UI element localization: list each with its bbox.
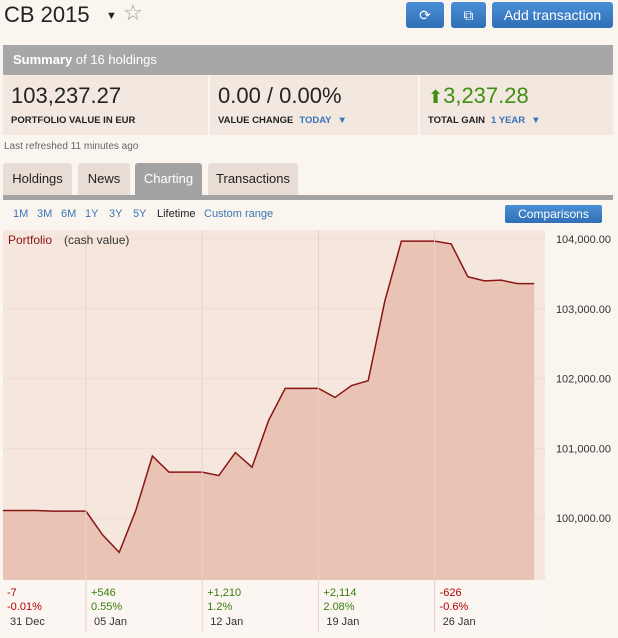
y-tick-label: 104,000.00 [556, 234, 611, 246]
stat-cell: 0.00 / 0.00% VALUE CHANGE TODAY ▼ [210, 75, 418, 135]
summary-text: of 16 holdings [75, 52, 157, 67]
range-link[interactable]: 5Y [133, 208, 147, 220]
stat-label: TOTAL GAIN 1 YEAR ▼ [428, 115, 541, 126]
chart: 100,000.00 101,000.00 102,000.00 103,000.00… [3, 230, 611, 632]
range-link[interactable]: 6M [61, 208, 77, 220]
period-change-percent: 1.2% [207, 601, 232, 613]
area [3, 241, 535, 580]
range-link[interactable]: 1Y [85, 208, 99, 220]
line [3, 240, 535, 554]
stat-value: 103,237.27 [11, 83, 122, 108]
stat-cell: 103,237.27 PORTFOLIO VALUE IN EUR [3, 75, 208, 135]
period-change: +2,114 [323, 587, 356, 599]
chart-title: Portfolio [8, 233, 52, 247]
stat-option[interactable]: 1 YEAR [491, 115, 526, 126]
range-link[interactable]: 1M [13, 208, 29, 220]
portfolio-title[interactable]: CB 2015 [4, 2, 90, 27]
refresh-button[interactable]: ⟳ [406, 2, 444, 28]
y-tick-label: 103,000.00 [556, 304, 611, 316]
comparisons-button[interactable]: Comparisons [505, 205, 602, 223]
stat-label-text: VALUE CHANGE [218, 115, 294, 126]
x-tick-label: 31 Dec [10, 616, 45, 628]
stat-cell: ⬆3,237.28 TOTAL GAIN 1 YEAR ▼ [420, 75, 613, 135]
range-link[interactable]: Custom range [204, 208, 274, 220]
summary-bar: Summary of 16 holdings [3, 45, 613, 75]
period-change-percent: 0.55% [91, 601, 122, 613]
star[interactable]: ☆ [123, 0, 143, 25]
up-arrow: ⬆ [428, 87, 444, 107]
period-change-percent: 2.08% [323, 601, 354, 613]
period-change: -7 [7, 587, 17, 599]
dropdown-arrow[interactable]: ▼ [106, 10, 117, 22]
x-tick-label: 12 Jan [210, 616, 243, 628]
summary-label: Summary [13, 52, 73, 67]
tab[interactable]: Transactions [208, 163, 298, 195]
y-tick-label: 102,000.00 [556, 374, 611, 386]
range-link[interactable]: 3M [37, 208, 53, 220]
stat-value: 0.00 / 0.00% [218, 83, 342, 108]
stat-value: ⬆3,237.28 [428, 83, 529, 109]
tab-bar [3, 195, 613, 200]
last-refreshed: Last refreshed 11 minutes ago [4, 141, 139, 152]
x-tick-label: 19 Jan [326, 616, 359, 628]
y-tick-label: 101,000.00 [556, 443, 611, 455]
period-change-percent: -0.6% [440, 601, 469, 613]
period-change: -626 [440, 587, 462, 599]
stat-label: PORTFOLIO VALUE IN EUR [11, 115, 136, 126]
range-link[interactable]: 3Y [109, 208, 123, 220]
y-tick-label: 100,000.00 [556, 513, 611, 525]
stat-label: VALUE CHANGE TODAY ▼ [218, 115, 347, 126]
stat-value-text: 3,237.28 [443, 83, 529, 108]
range-link-active[interactable]: Lifetime [157, 208, 196, 220]
tab[interactable]: Holdings [3, 163, 72, 195]
popout-button[interactable]: ⧉ [451, 2, 486, 28]
option-arrow[interactable]: ▼ [337, 115, 347, 126]
chart-subtitle: (cash value) [64, 233, 129, 247]
tab[interactable]: News [78, 163, 130, 195]
period-change: +1,210 [207, 587, 241, 599]
stat-option[interactable]: TODAY [299, 115, 332, 126]
add-transaction-button[interactable]: Add transaction [492, 2, 613, 28]
stat-label-text: TOTAL GAIN [428, 115, 485, 126]
period-change-percent: -0.01% [7, 601, 42, 613]
x-tick-label: 26 Jan [443, 616, 476, 628]
x-tick-label: 05 Jan [94, 616, 127, 628]
option-arrow[interactable]: ▼ [531, 115, 541, 126]
annotation-background [3, 580, 545, 632]
tab-active[interactable]: Charting [135, 163, 202, 195]
period-change: +546 [91, 587, 116, 599]
